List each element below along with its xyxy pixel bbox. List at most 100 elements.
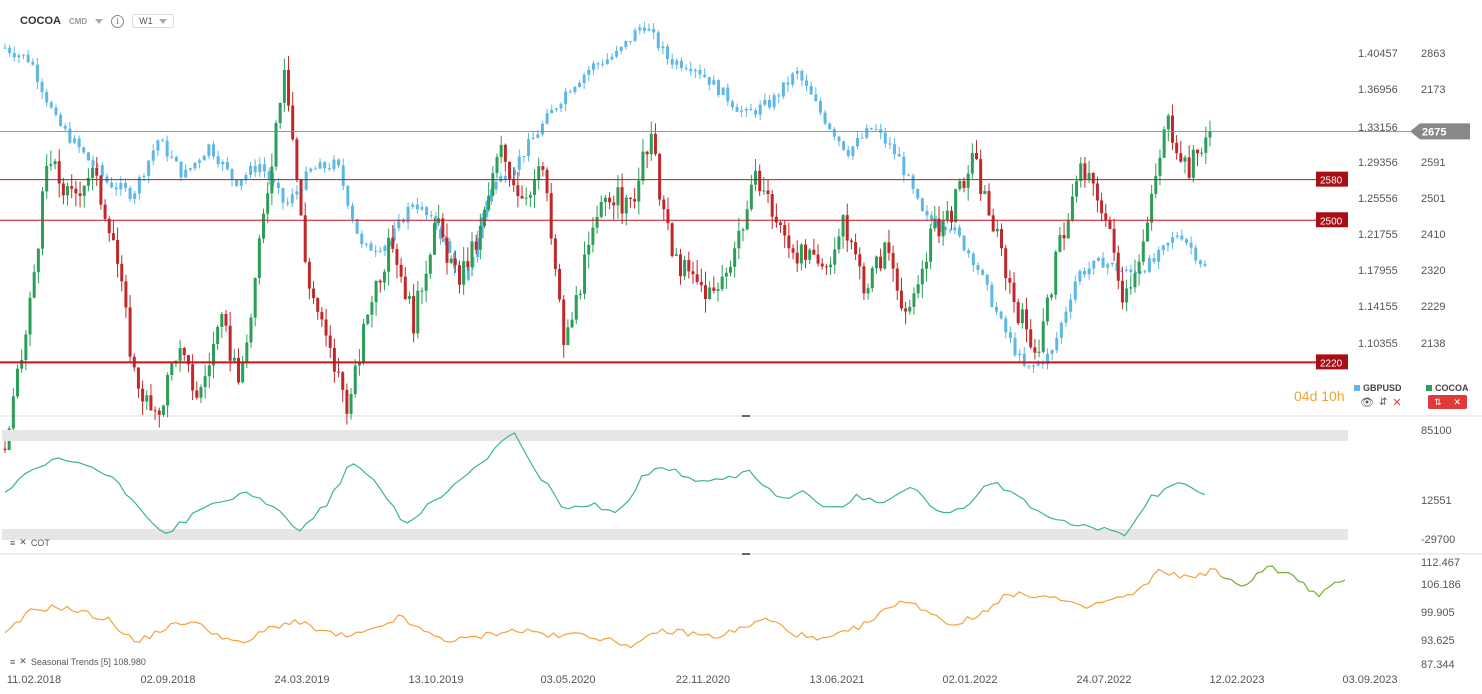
menu-icon[interactable]: ≡ <box>10 656 16 667</box>
cocoa-candle-body <box>1112 228 1116 253</box>
chevron-down-icon[interactable] <box>95 18 104 24</box>
cocoa-candle-body <box>99 175 103 205</box>
gbpusd-candle-body <box>401 219 405 223</box>
seasonal-tick: 87.344 <box>1421 659 1455 671</box>
cocoa-series-button[interactable]: ⇅ ✕ <box>1428 395 1467 409</box>
gbpusd-candle-body <box>717 80 721 96</box>
gbpusd-candle-body <box>72 138 76 143</box>
cocoa-candle-body <box>253 277 257 318</box>
cocoa-candle-body <box>136 367 140 389</box>
gbpusd-candle-body <box>832 129 836 137</box>
close-icon[interactable]: ✕ <box>1392 397 1402 409</box>
symbol-name[interactable]: COCOA <box>20 15 61 27</box>
cocoa-candle-body <box>929 228 933 262</box>
cocoa-candle-body <box>587 244 591 255</box>
cocoa-candle-body <box>86 177 90 186</box>
cocoa-candle-body <box>449 258 453 263</box>
gbpusd-candle-body <box>425 207 429 216</box>
cocoa-candle-body <box>533 179 537 195</box>
cot-panel-label: ≡ ✕ COT <box>10 537 50 548</box>
cocoa-candle-body <box>3 448 7 451</box>
cocoa-candle-body <box>670 223 674 256</box>
cocoa-candle-body <box>949 210 953 223</box>
eye-icon[interactable]: 👁 <box>1360 397 1374 409</box>
cot-series-line <box>4 432 1206 537</box>
x-axis-tick: 02.01.2022 <box>942 674 997 686</box>
cocoa-candle-body <box>1183 157 1187 162</box>
cocoa-candle-body <box>770 194 774 217</box>
menu-icon[interactable]: ≡ <box>10 537 16 548</box>
cocoa-candle-body <box>274 123 278 167</box>
cocoa-candle-body <box>645 151 649 155</box>
cot-tick: -29700 <box>1421 534 1455 546</box>
cocoa-candle-body <box>1025 309 1029 330</box>
gbpusd-candle-body <box>995 306 999 312</box>
chevron-down-icon <box>158 18 167 24</box>
current-price-value: 2675 <box>1422 126 1446 138</box>
gbpusd-candle-body <box>355 219 359 234</box>
cocoa-candle-body <box>124 281 128 308</box>
x-axis-tick: 11.02.2018 <box>7 674 61 686</box>
info-icon[interactable]: i <box>111 14 125 28</box>
cocoa-candle-body <box>1195 149 1199 154</box>
gbpusd-candle-body <box>1120 270 1124 272</box>
gbpusd-candle-body <box>448 241 452 253</box>
gbpusd-candle-body <box>851 146 855 156</box>
gbpusd-candle-body <box>656 32 660 49</box>
price-tick-left: 1.36956 <box>1358 84 1398 96</box>
cocoa-candle-body <box>904 308 908 312</box>
cocoa-candle-body <box>70 186 74 189</box>
cocoa-candle-body <box>399 264 403 277</box>
cocoa-candle-body <box>616 187 620 206</box>
timeframe-select[interactable]: W1 <box>132 14 174 28</box>
cocoa-candle-body <box>975 153 979 160</box>
cocoa-candle-body <box>1133 273 1137 288</box>
horizontal-levels[interactable]: 2675 2580 2500 2220 <box>0 123 1470 370</box>
cocoa-candle-body <box>332 347 336 372</box>
cocoa-candle-body <box>1037 351 1041 353</box>
gbpusd-candle-body <box>1203 264 1207 266</box>
cocoa-candle-body <box>1029 329 1033 348</box>
cocoa-candle-body <box>457 265 461 285</box>
gbpusd-candle-body <box>869 128 873 130</box>
cocoa-candle-body <box>316 298 320 312</box>
gbpusd-candle-body <box>809 85 813 95</box>
cocoa-candle-body <box>754 170 758 185</box>
cocoa-candle-body <box>637 180 641 202</box>
cocoa-candle-body <box>520 196 524 199</box>
cocoa-candle-body <box>345 389 349 414</box>
gbpusd-candle-body <box>17 55 21 58</box>
cocoa-candle-body <box>574 295 578 320</box>
cocoa-candle-body <box>412 296 416 334</box>
sort-arrows-icon[interactable]: ⇵ <box>1378 397 1388 408</box>
gbpusd-candle-body <box>1161 245 1165 251</box>
gbpusd-candle-body <box>781 82 785 97</box>
price-tick-right: 2501 <box>1421 193 1445 205</box>
gbpusd-candle-body <box>174 156 178 162</box>
gbpusd-candle-body <box>624 40 628 47</box>
cocoa-candle-body <box>874 256 878 269</box>
gbpusd-candle-body <box>290 194 294 204</box>
cocoa-candle-body <box>28 297 32 335</box>
gbpusd-candle-body <box>211 144 215 157</box>
gbpusd-candle-body <box>902 156 906 176</box>
level-tag-2580 <box>1316 171 1348 187</box>
cocoa-candle-body <box>207 365 211 377</box>
gbpusd-candle-body <box>133 193 137 199</box>
close-icon[interactable]: ✕ <box>19 537 27 547</box>
gbpusd-candle-body <box>981 270 985 275</box>
timeframe-value: W1 <box>139 16 153 26</box>
gbpusd-candle-body <box>91 160 95 167</box>
cocoa-candle-body <box>1087 172 1091 180</box>
cocoa-candle-body <box>1166 115 1170 130</box>
cocoa-candle-body <box>1091 172 1095 184</box>
gbpusd-candle-body <box>494 181 498 190</box>
cocoa-candle-body <box>887 242 891 254</box>
close-icon[interactable]: ✕ <box>1453 396 1462 407</box>
cocoa-candle-body <box>324 319 328 336</box>
close-icon[interactable]: ✕ <box>19 656 27 666</box>
cocoa-candle-body <box>1058 235 1062 252</box>
cocoa-candle-body <box>1116 252 1120 281</box>
cocoa-candle-body <box>979 159 983 195</box>
cocoa-candle-body <box>349 393 353 414</box>
